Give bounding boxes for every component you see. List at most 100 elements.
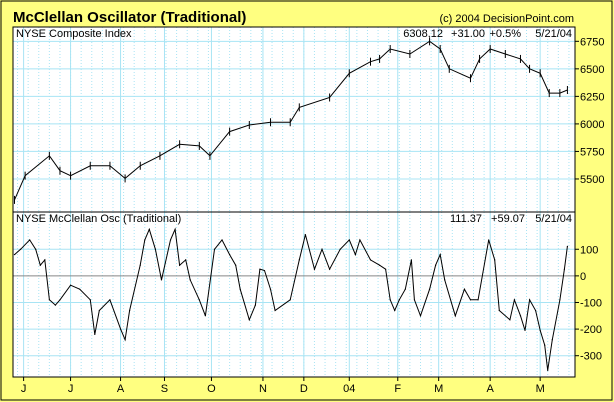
y-tick-label: 6000 (580, 119, 604, 131)
osc-point (304, 234, 306, 236)
osc-point (463, 288, 466, 290)
osc-point (139, 264, 141, 266)
osc-point (189, 279, 191, 281)
osc-point (109, 299, 111, 301)
osc-point (298, 259, 300, 261)
osc-point (263, 269, 266, 272)
osc-point (35, 248, 37, 250)
osc-point (154, 248, 156, 250)
osc-point (528, 299, 531, 301)
osc-point (524, 329, 526, 332)
price-last: 6308.12 (403, 28, 443, 40)
osc-point (79, 288, 81, 290)
osc-point (94, 333, 96, 336)
osc-point (389, 299, 391, 301)
osc-point (124, 339, 126, 341)
osc-point (69, 284, 72, 286)
y-tick-label: -200 (580, 324, 602, 336)
osc-panel (13, 212, 575, 377)
osc-point (547, 369, 549, 371)
osc-point (348, 239, 350, 241)
osc-point (98, 309, 100, 312)
osc-point (559, 299, 561, 301)
osc-point (269, 288, 272, 290)
osc-date: 5/21/04 (535, 213, 572, 225)
price-panel (13, 27, 575, 212)
osc-point (404, 288, 406, 290)
osc-point (119, 328, 122, 330)
osc-point (179, 264, 181, 266)
osc-point (428, 288, 431, 290)
osc-point (439, 253, 441, 256)
chart-title: McClellan Oscillator (Traditional) (13, 9, 246, 26)
x-tick-label: A (486, 383, 494, 395)
osc-point (259, 268, 261, 270)
osc-point (563, 268, 565, 270)
osc-point (144, 239, 146, 241)
osc-point (289, 299, 291, 301)
osc-point (321, 248, 323, 250)
osc-point (378, 264, 381, 266)
osc-point (185, 259, 187, 261)
osc-point (221, 239, 223, 241)
osc-point (539, 329, 541, 332)
osc-point (54, 304, 57, 306)
osc-point (328, 268, 331, 270)
osc-point (566, 245, 569, 247)
osc-point (354, 253, 356, 256)
osc-point (469, 299, 472, 301)
osc-point (39, 264, 41, 266)
osc-point (129, 309, 131, 312)
osc-panel-title: NYSE McClellan Osc (Traditional) (16, 213, 181, 225)
osc-point (248, 319, 250, 321)
x-tick-label: J (21, 383, 27, 395)
y-tick-label: -300 (580, 351, 602, 363)
osc-point (494, 259, 496, 261)
osc-point (444, 279, 446, 281)
y-tick-label: 5750 (580, 146, 604, 158)
osc-point (239, 288, 241, 290)
osc-point (59, 299, 61, 301)
osc-point (477, 299, 479, 301)
x-tick-label: M (434, 383, 443, 395)
osc-point (213, 248, 216, 250)
price-panel-title: NYSE Composite Index (16, 28, 132, 40)
osc-point (29, 239, 31, 241)
osc-last: 111.37 (450, 213, 482, 225)
y-tick-label: 5500 (580, 174, 604, 186)
osc-point (498, 309, 500, 312)
y-tick-label: -100 (580, 297, 602, 309)
osc-point (313, 268, 316, 270)
osc-point (235, 264, 237, 266)
osc-point (413, 299, 416, 301)
osc-point (148, 228, 150, 230)
osc-point (535, 309, 537, 312)
osc-point (519, 315, 522, 317)
osc-point (274, 309, 276, 312)
x-tick-label: M (536, 383, 545, 395)
osc-point (44, 259, 46, 261)
osc-point (398, 299, 400, 301)
osc-point (198, 299, 200, 301)
y-tick-label: 6250 (580, 91, 604, 103)
x-tick-label: A (117, 383, 125, 395)
osc-point (160, 279, 163, 281)
osc-point (169, 239, 172, 241)
osc-point (89, 299, 91, 301)
osc-point (488, 239, 490, 241)
osc-point (254, 304, 256, 306)
copyright: (c) 2004 DecisionPoint.com (439, 13, 574, 25)
y-tick-label: 6750 (580, 36, 604, 48)
osc-change: +59.07 (491, 213, 525, 225)
y-tick-label: 0 (580, 271, 586, 283)
x-tick-label: F (394, 383, 401, 395)
osc-point (551, 339, 553, 341)
osc-point (410, 259, 412, 261)
osc-point (359, 239, 361, 241)
price-date: 5/21/04 (535, 28, 572, 40)
x-tick-label: D (300, 383, 308, 395)
x-tick-label: N (259, 383, 267, 395)
y-tick-label: 6500 (580, 64, 604, 76)
osc-point (204, 315, 206, 317)
